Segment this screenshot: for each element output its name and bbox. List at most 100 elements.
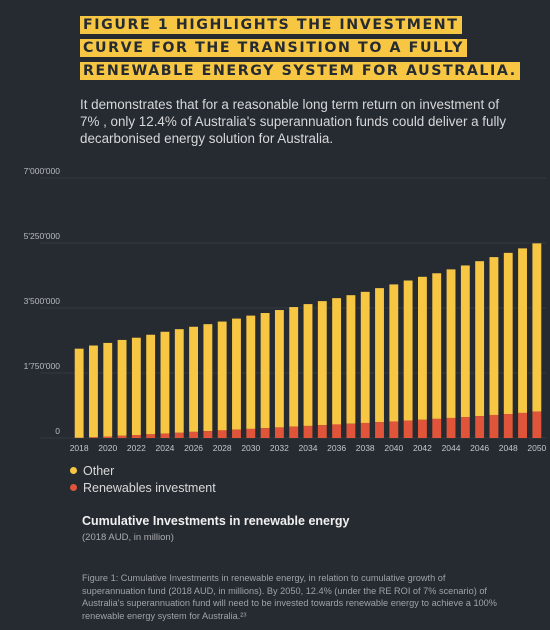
bar-renewables	[232, 429, 241, 438]
x-tick-label: 2022	[127, 443, 146, 453]
chart-title: Cumulative Investments in renewable ener…	[82, 514, 350, 528]
bar-renewables	[389, 421, 399, 438]
x-tick-label: 2028	[213, 443, 232, 453]
figure-headline: FIGURE 1 HIGHLIGHTS THE INVESTMENT CURVE…	[80, 14, 520, 83]
chart-subtitle: (2018 AUD, in million)	[82, 532, 174, 543]
investment-bar-chart: 0 1'750'000 3'500'000 5'250'000 7'000'000 20…	[24, 166, 547, 453]
x-tick-label: 2020	[98, 443, 117, 453]
bar-renewables	[446, 417, 456, 438]
bar-renewables	[532, 411, 542, 438]
bar-other	[246, 315, 256, 429]
bar-other	[117, 339, 127, 436]
chart-legend: Other Renewables investment	[70, 462, 216, 496]
bar-renewables	[317, 425, 327, 438]
x-tick-label: 2018	[70, 443, 89, 453]
bar-other	[346, 295, 356, 424]
bar-other	[232, 318, 241, 430]
bar-renewables	[432, 418, 442, 438]
y-tick-label: 1'750'000	[24, 361, 61, 371]
y-tick-label: 7'000'000	[24, 166, 61, 176]
legend-item-other: Other	[70, 462, 216, 479]
bar-other	[360, 291, 370, 423]
bar-other	[303, 304, 313, 426]
bar-renewables	[260, 428, 270, 438]
legend-label-other: Other	[83, 463, 115, 478]
legend-dot-other	[70, 467, 77, 474]
legend-item-renewables: Renewables investment	[70, 479, 216, 496]
bar-renewables	[303, 425, 313, 438]
bar-other	[146, 334, 156, 435]
y-tick-label: 5'250'000	[24, 231, 61, 241]
x-tick-label: 2038	[356, 443, 375, 453]
bar-renewables	[89, 437, 98, 438]
bar-renewables	[489, 414, 499, 438]
bar-other	[532, 243, 542, 412]
bar-other	[489, 257, 499, 415]
y-axis-labels: 0 1'750'000 3'500'000 5'250'000 7'000'000	[24, 166, 61, 436]
bar-other	[103, 342, 113, 437]
bar-other	[432, 273, 442, 419]
bar-other	[203, 324, 213, 432]
bar-other	[518, 248, 527, 413]
x-tick-label: 2026	[184, 443, 203, 453]
x-tick-label: 2050	[527, 443, 546, 453]
bar-other	[217, 321, 227, 431]
bar-renewables	[189, 431, 199, 438]
bar-renewables	[417, 419, 427, 438]
x-tick-label: 2046	[470, 443, 489, 453]
bar-other	[375, 288, 384, 423]
bar-other	[460, 265, 470, 418]
bar-other	[389, 284, 399, 422]
bar-other	[89, 345, 98, 438]
bar-renewables	[460, 417, 470, 438]
x-tick-label: 2042	[413, 443, 432, 453]
bar-renewables	[217, 430, 227, 438]
bar-other	[475, 261, 485, 417]
legend-label-renewables: Renewables investment	[83, 480, 216, 495]
bar-renewables	[131, 435, 141, 438]
bar-other	[417, 276, 427, 420]
bar-other	[189, 326, 199, 432]
bar-other	[403, 280, 413, 421]
y-tick-label: 3'500'000	[24, 296, 61, 306]
figure-headline-text: FIGURE 1 HIGHLIGHTS THE INVESTMENT CURVE…	[80, 16, 520, 80]
figure-caption: Figure 1: Cumulative Investments in rene…	[82, 573, 497, 621]
bar-other	[174, 329, 184, 433]
bar-other	[503, 252, 513, 415]
intro-paragraph: It demonstrates that for a reasonable lo…	[80, 97, 507, 146]
x-tick-label: 2036	[327, 443, 346, 453]
bar-other	[274, 310, 284, 428]
bar-renewables	[160, 433, 170, 438]
bar-other	[446, 269, 456, 418]
bar-other	[260, 313, 270, 429]
x-tick-label: 2040	[384, 443, 403, 453]
x-axis-labels: 2018 2020 2022 2024 2026 2028 2030 2032 2034 2036…	[70, 443, 547, 453]
bar-renewables	[274, 427, 284, 438]
x-tick-label: 2044	[442, 443, 461, 453]
x-tick-label: 2024	[156, 443, 175, 453]
bar-renewables	[103, 436, 113, 438]
bar-renewables	[117, 435, 127, 438]
x-tick-label: 2030	[241, 443, 260, 453]
bar-renewables	[246, 428, 256, 438]
bar-other	[74, 348, 84, 438]
bar-renewables	[174, 432, 184, 438]
bar-other	[317, 301, 327, 426]
bar-other	[131, 337, 141, 436]
bar-other	[160, 331, 170, 434]
legend-dot-renewables	[70, 484, 77, 491]
bar-renewables	[289, 426, 299, 438]
x-tick-label: 2048	[499, 443, 518, 453]
bar-renewables	[346, 423, 356, 438]
bar-renewables	[203, 431, 213, 438]
bars-layer	[74, 243, 542, 438]
bar-renewables	[503, 414, 513, 438]
bar-renewables	[375, 422, 384, 438]
bar-other	[289, 307, 299, 427]
x-tick-label: 2032	[270, 443, 289, 453]
bar-renewables	[146, 434, 156, 438]
bar-renewables	[360, 422, 370, 438]
y-tick-label: 0	[55, 426, 60, 436]
bar-renewables	[332, 424, 342, 438]
x-tick-label: 2034	[299, 443, 318, 453]
